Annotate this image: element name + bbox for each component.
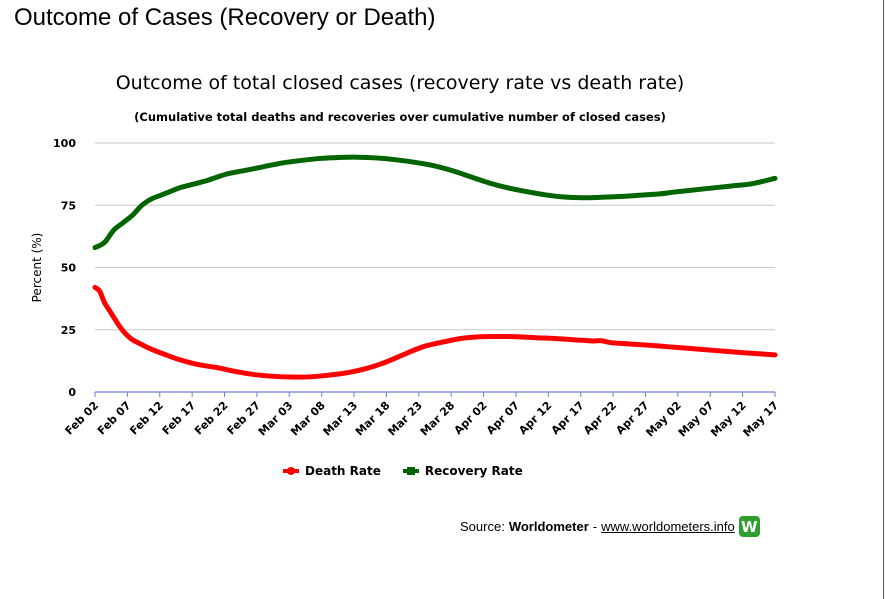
y-axis-ticks: 0 25 50 75 100 [53,137,76,399]
x-tick-label: Mar 23 [385,399,425,439]
chart-subtitle: (Cumulative total deaths and recoveries … [134,110,666,124]
x-tick-label: Feb 02 [63,399,102,438]
x-tick-label: Apr 17 [549,399,587,437]
worldometer-logo-icon[interactable]: W [738,516,760,537]
x-tick-label: Feb 22 [192,399,231,438]
x-tick-label: Feb 07 [95,399,134,438]
legend-label-death: Death Rate [305,464,381,478]
x-tick-label: Apr 22 [581,399,619,437]
source-brand: Worldometer [508,519,589,534]
y-tick-label: 50 [61,262,77,275]
source-credit: Source: Worldometer - www.worldometers.i… [460,516,760,537]
source-prefix: Source: [460,519,505,534]
page-border [883,0,884,599]
legend-swatch-recovery [402,467,419,475]
x-tick-label: Mar 08 [288,399,328,439]
y-tick-label: 25 [61,324,76,337]
x-tick-label: Feb 17 [160,399,199,438]
chart-grid [95,142,775,393]
x-tick-label: Mar 13 [321,399,361,439]
x-tick-label: Apr 02 [452,399,490,437]
x-tick-label: May 17 [741,399,782,440]
series-line-recovery-rate[interactable] [92,154,778,251]
x-tick-label: Mar 28 [418,399,458,439]
x-tick-label: Mar 03 [256,399,296,439]
y-tick-label: 0 [68,386,76,399]
legend-swatch-death [283,467,299,475]
chart-title: Outcome of total closed cases (recovery … [115,72,685,94]
y-tick-label: 75 [61,199,76,212]
series-line-death-rate[interactable] [92,284,778,380]
chart-series [92,154,778,380]
y-axis-title: Percent (%) [30,233,44,303]
source-link[interactable]: www.worldometers.info [601,519,735,534]
legend-item-recovery[interactable]: Recovery Rate [402,464,523,478]
source-separator: - [592,519,598,534]
y-tick-label: 100 [53,137,76,150]
x-tick-label: Apr 12 [516,399,554,437]
legend-item-death[interactable]: Death Rate [283,464,381,478]
x-tick-label: Apr 07 [484,399,522,437]
legend-label-recovery: Recovery Rate [424,464,523,478]
page-title: Outcome of Cases (Recovery or Death) [14,4,436,31]
x-tick-label: Feb 12 [127,399,166,438]
x-tick-label: Mar 18 [353,399,393,439]
chart-legend: Death Rate Recovery Rate [283,464,523,478]
